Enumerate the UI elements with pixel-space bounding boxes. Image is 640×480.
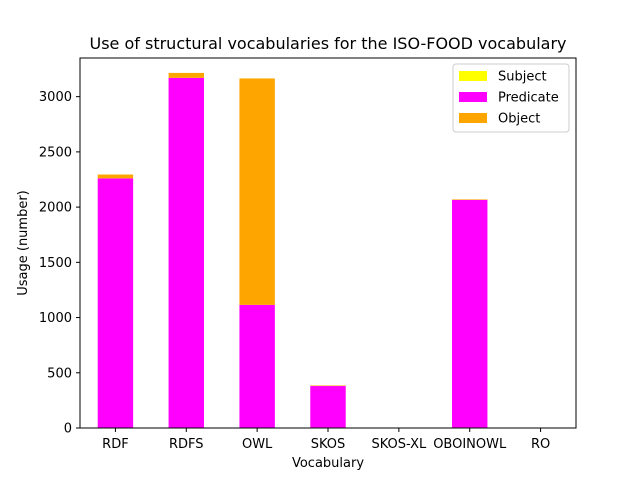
y-tick-label: 500 (47, 366, 72, 381)
y-tick-label: 1000 (39, 311, 72, 326)
bar-rdfs-object (169, 73, 204, 78)
plot-area (98, 73, 488, 428)
legend-swatch-predicate (459, 92, 487, 102)
bar-oboinowl-object (452, 199, 487, 200)
chart-title: Use of structural vocabularies for the I… (90, 34, 567, 53)
y-axis: 0 500 1000 1500 2000 2500 3000 (39, 90, 80, 436)
y-axis-label: Usage (number) (16, 190, 31, 296)
legend-swatch-subject (459, 71, 487, 81)
x-tick-label: RDF (102, 437, 129, 452)
y-tick-label: 3000 (39, 90, 72, 105)
bar-skos-predicate (310, 386, 345, 427)
bar-rdfs-predicate (169, 78, 204, 428)
legend-swatch-object (459, 113, 487, 123)
x-tick-label: SKOS-XL (371, 437, 426, 452)
y-tick-label: 2000 (39, 201, 72, 216)
y-tick-label: 2500 (39, 145, 72, 160)
x-axis: RDF RDFS OWL SKOS SKOS-XL OBOINOWL RO (102, 428, 550, 452)
x-tick-label: SKOS (311, 437, 346, 452)
x-tick-label: RO (531, 437, 550, 452)
x-tick-label: RDFS (169, 437, 204, 452)
x-tick-label: OBOINOWL (433, 437, 507, 452)
x-axis-label: Vocabulary (292, 456, 364, 471)
legend-label-object: Object (498, 112, 540, 127)
bar-oboinowl-predicate (452, 200, 487, 428)
legend: Subject Predicate Object (453, 64, 569, 132)
bar-owl-object (239, 78, 274, 304)
x-tick-label: OWL (242, 437, 273, 452)
bar-rdf-object (98, 175, 133, 179)
bar-owl-predicate (239, 305, 274, 428)
legend-label-subject: Subject (498, 70, 547, 85)
legend-label-predicate: Predicate (498, 91, 559, 106)
y-tick-label: 1500 (39, 256, 72, 271)
bar-rdf-predicate (98, 178, 133, 428)
y-tick-label: 0 (64, 422, 72, 437)
bar-skos-object (310, 385, 345, 386)
